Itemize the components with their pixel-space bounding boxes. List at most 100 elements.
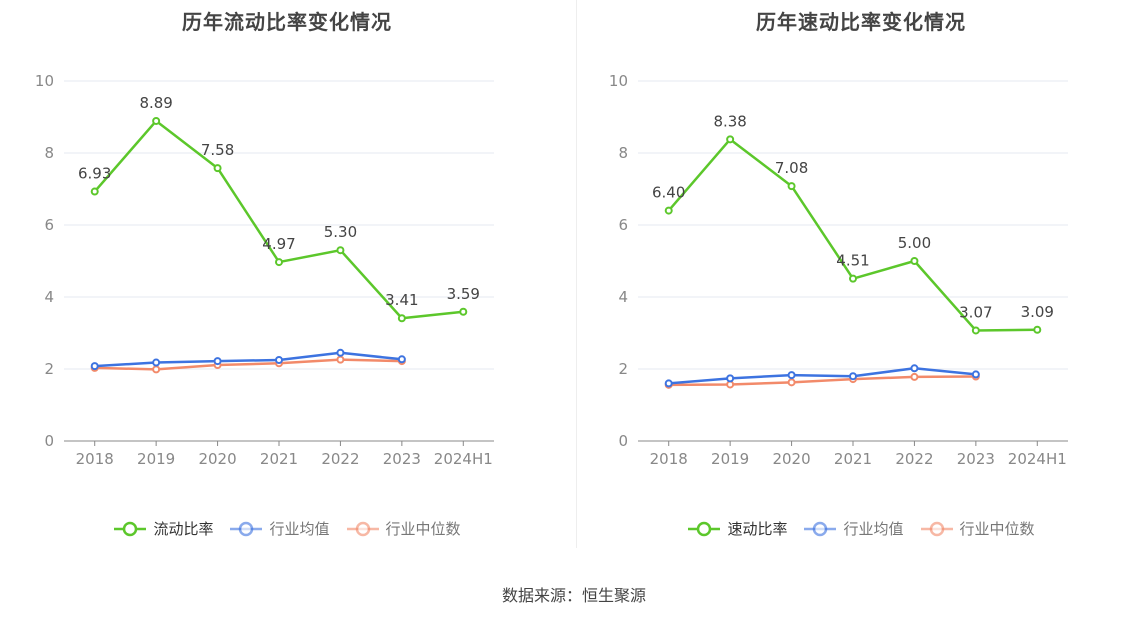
- legend-item[interactable]: 行业均值: [803, 518, 904, 539]
- y-tick-label: 10: [609, 72, 628, 90]
- legend-label: 行业中位数: [959, 520, 1035, 538]
- chart-title: 历年流动比率变化情况: [182, 10, 392, 34]
- x-tick-label: 2024H1: [434, 450, 493, 468]
- series-line: [668, 375, 976, 387]
- data-point: [152, 358, 161, 367]
- data-label: 3.59: [447, 285, 480, 303]
- line-chart-current-ratio: 0 2 4 6 8 10 2018 2019 2020 2021 2022 2023 2024H1 6.9…: [35, 72, 494, 468]
- y-tick-label: 0: [618, 432, 628, 450]
- data-label: 7.58: [201, 141, 234, 159]
- data-point: [726, 135, 735, 144]
- x-tick-label: 2019: [711, 450, 749, 468]
- x-tick-label: 2020: [772, 450, 810, 468]
- x-tick-label: 2018: [76, 450, 114, 468]
- series-line: [668, 367, 976, 385]
- data-point: [213, 357, 222, 366]
- series-line: [94, 351, 402, 368]
- series-line: [94, 358, 402, 371]
- legend-item[interactable]: 行业中位数: [346, 518, 461, 539]
- data-point: [849, 274, 857, 283]
- data-point: [459, 307, 468, 316]
- data-point: [275, 356, 283, 364]
- data-point: [664, 206, 673, 215]
- legend-label: 行业均值: [269, 520, 330, 538]
- y-tick-label: 4: [44, 288, 54, 306]
- data-point: [90, 187, 99, 196]
- y-tick-label: 6: [44, 216, 54, 234]
- data-point: [1033, 325, 1042, 334]
- data-point: [275, 258, 283, 267]
- data-label: 3.09: [1021, 303, 1054, 321]
- series-line: [93, 119, 464, 320]
- x-tick-label: 2024H1: [1008, 450, 1067, 468]
- legend-item[interactable]: 流动比率: [113, 518, 213, 539]
- legend-swatch-icon: [346, 521, 379, 536]
- data-source-note: 数据来源：恒生聚源: [501, 586, 646, 605]
- legend-item[interactable]: 行业中位数: [920, 518, 1035, 539]
- y-tick-label: 6: [618, 216, 628, 234]
- y-tick-label: 10: [35, 72, 54, 90]
- data-point: [213, 164, 222, 173]
- data-point: [787, 378, 796, 387]
- y-tick-label: 4: [618, 288, 628, 306]
- data-label: 3.07: [959, 303, 992, 321]
- legend-swatch-icon: [230, 521, 263, 536]
- x-tick-label: 2021: [260, 450, 298, 468]
- data-label: 4.97: [262, 235, 295, 253]
- legend-label: 流动比率: [153, 520, 214, 538]
- data-label: 6.40: [652, 184, 685, 202]
- data-label: 8.38: [713, 112, 746, 130]
- legend-item[interactable]: 速动比率: [687, 518, 787, 539]
- data-point: [787, 371, 796, 380]
- data-point: [664, 379, 673, 388]
- y-tick-label: 2: [44, 360, 54, 378]
- data-label: 6.93: [78, 165, 111, 183]
- data-point: [910, 372, 919, 381]
- legend-swatch-icon: [920, 521, 953, 536]
- data-point: [971, 326, 980, 335]
- data-point: [397, 355, 406, 364]
- data-label: 4.51: [836, 252, 869, 270]
- data-point: [152, 116, 161, 125]
- x-tick-label: 2023: [383, 450, 421, 468]
- data-point: [726, 374, 735, 383]
- panel-divider: [576, 0, 577, 548]
- data-point: [336, 355, 345, 364]
- series-line: [667, 138, 1038, 332]
- chart-panel-current-ratio: 历年流动比率变化情况 0 2 4 6 8 10 2018 2019 2020 2021 2022 20…: [0, 0, 574, 560]
- chart-panel-quick-ratio: 历年速动比率变化情况 0 2 4 6 8 10 2018 2019 2020 2021 2022 20…: [574, 0, 1148, 560]
- data-label: 3.41: [385, 291, 418, 309]
- legend-swatch-icon: [804, 521, 837, 536]
- chart-legend: 速动比率 行业均值 行业中位数: [574, 518, 1148, 539]
- chart-legend: 流动比率 行业均值 行业中位数: [0, 518, 574, 539]
- data-point: [397, 314, 406, 323]
- data-point: [90, 362, 99, 371]
- data-label: 7.08: [775, 159, 808, 177]
- data-point: [910, 364, 919, 373]
- data-point: [336, 348, 345, 357]
- data-point: [336, 246, 345, 255]
- data-point: [726, 380, 735, 389]
- x-tick-label: 2021: [834, 450, 872, 468]
- data-label: 5.30: [324, 223, 357, 241]
- data-point: [971, 370, 980, 379]
- data-label: 8.89: [139, 94, 172, 112]
- legend-swatch-icon: [688, 521, 721, 536]
- y-tick-label: 2: [618, 360, 628, 378]
- legend-label: 行业均值: [843, 520, 904, 538]
- line-chart-quick-ratio: 0 2 4 6 8 10 2018 2019 2020 2021 2022 2023 2024H1 6.4…: [609, 72, 1068, 468]
- y-tick-label: 8: [618, 144, 628, 162]
- legend-label: 行业中位数: [385, 520, 461, 538]
- chart-title: 历年速动比率变化情况: [756, 10, 966, 34]
- data-point: [152, 365, 161, 374]
- y-tick-label: 0: [44, 432, 54, 450]
- x-tick-label: 2018: [650, 450, 688, 468]
- data-point: [910, 257, 919, 265]
- x-tick-label: 2019: [137, 450, 175, 468]
- x-tick-label: 2023: [957, 450, 995, 468]
- data-point: [787, 182, 796, 191]
- legend-item[interactable]: 行业均值: [229, 518, 330, 539]
- data-label: 5.00: [898, 234, 931, 252]
- x-tick-label: 2022: [895, 450, 933, 468]
- x-tick-label: 2022: [321, 450, 359, 468]
